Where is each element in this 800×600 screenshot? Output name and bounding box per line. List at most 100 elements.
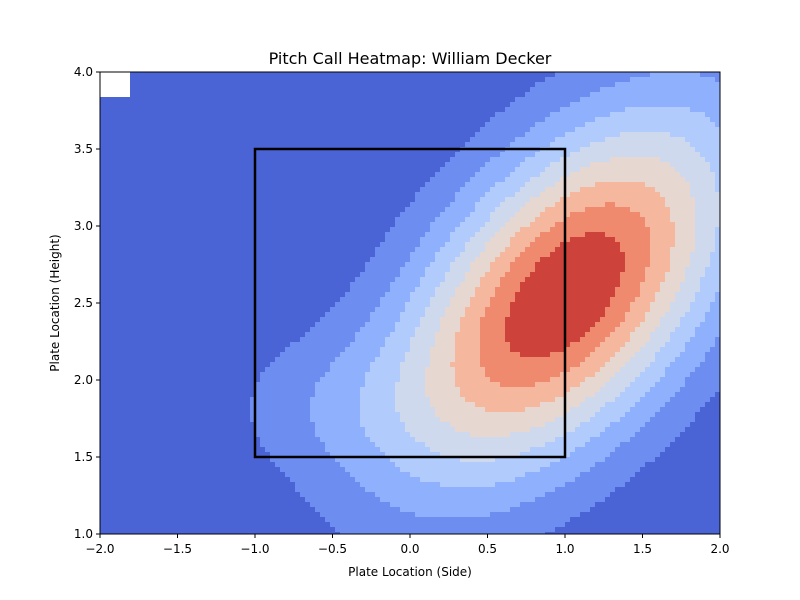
contour-cell bbox=[320, 162, 326, 168]
contour-cell bbox=[145, 337, 151, 343]
contour-cell bbox=[315, 232, 321, 238]
contour-cell bbox=[105, 452, 111, 458]
contour-cell bbox=[195, 82, 201, 88]
contour-cell bbox=[285, 162, 291, 168]
contour-cell bbox=[305, 187, 311, 193]
contour-cell bbox=[305, 162, 311, 168]
contour-cell bbox=[150, 387, 156, 393]
contour-cell bbox=[220, 397, 226, 403]
contour-cell bbox=[185, 77, 191, 83]
contour-cell bbox=[150, 132, 156, 138]
contour-cell bbox=[170, 92, 176, 98]
contour-cell bbox=[120, 422, 126, 428]
contour-cell bbox=[220, 112, 226, 118]
contour-cell bbox=[125, 267, 131, 273]
contour-cell bbox=[150, 207, 156, 213]
contour-cell bbox=[305, 502, 311, 508]
contour-cell bbox=[200, 377, 206, 383]
contour-cell bbox=[120, 377, 126, 383]
contour-cell bbox=[130, 82, 136, 88]
contour-cell bbox=[125, 367, 131, 373]
contour-cell bbox=[125, 207, 131, 213]
contour-cell bbox=[285, 122, 291, 128]
contour-cell bbox=[180, 307, 186, 313]
contour-cell bbox=[125, 422, 131, 428]
contour-cell bbox=[345, 232, 351, 238]
contour-cell bbox=[250, 412, 256, 418]
contour-cell bbox=[225, 457, 231, 463]
contour-cell bbox=[140, 217, 146, 223]
contour-cell bbox=[300, 92, 306, 98]
contour-cell bbox=[265, 482, 271, 488]
contour-cell bbox=[315, 452, 321, 458]
contour-cell bbox=[355, 197, 361, 203]
contour-cell bbox=[360, 392, 366, 398]
contour-cell bbox=[260, 322, 266, 328]
contour-cell bbox=[235, 227, 241, 233]
contour-cell bbox=[355, 397, 361, 403]
contour-cell bbox=[215, 502, 221, 508]
contour-cell bbox=[120, 392, 126, 398]
contour-cell bbox=[210, 482, 216, 488]
contour-cell bbox=[310, 112, 316, 118]
contour-cell bbox=[325, 437, 331, 443]
contour-cell bbox=[150, 332, 156, 338]
contour-cell bbox=[235, 197, 241, 203]
contour-cell bbox=[205, 252, 211, 258]
contour-cell bbox=[175, 182, 181, 188]
contour-cell bbox=[360, 212, 366, 218]
contour-cell bbox=[145, 187, 151, 193]
contour-cell bbox=[155, 492, 161, 498]
contour-cell bbox=[185, 452, 191, 458]
contour-cell bbox=[145, 447, 151, 453]
contour-cell bbox=[175, 197, 181, 203]
contour-cell bbox=[310, 257, 316, 263]
contour-cell bbox=[220, 467, 226, 473]
contour-cell bbox=[320, 417, 326, 423]
contour-cell bbox=[105, 227, 111, 233]
contour-cell bbox=[185, 187, 191, 193]
contour-cell bbox=[280, 252, 286, 258]
contour-cell bbox=[110, 232, 116, 238]
contour-cell bbox=[295, 257, 301, 263]
contour-cell bbox=[150, 252, 156, 258]
contour-cell bbox=[180, 167, 186, 173]
contour-cell bbox=[275, 432, 281, 438]
contour-cell bbox=[210, 152, 216, 158]
contour-cell bbox=[125, 282, 131, 288]
contour-cell bbox=[235, 112, 241, 118]
contour-cell bbox=[115, 437, 121, 443]
contour-cell bbox=[105, 432, 111, 438]
contour-cell bbox=[270, 177, 276, 183]
contour-cell bbox=[205, 117, 211, 123]
contour-cell bbox=[135, 462, 141, 468]
contour-cell bbox=[250, 317, 256, 323]
contour-cell bbox=[295, 452, 301, 458]
contour-cell bbox=[120, 387, 126, 393]
contour-cell bbox=[105, 477, 111, 483]
contour-cell bbox=[230, 382, 236, 388]
contour-cell bbox=[125, 492, 131, 498]
contour-cell bbox=[180, 202, 186, 208]
contour-cell bbox=[260, 367, 266, 373]
contour-cell bbox=[290, 222, 296, 228]
contour-cell bbox=[320, 512, 326, 518]
contour-cell bbox=[270, 467, 276, 473]
contour-cell bbox=[230, 112, 236, 118]
contour-cell bbox=[290, 307, 296, 313]
contour-cell bbox=[245, 462, 251, 468]
contour-cell bbox=[190, 437, 196, 443]
contour-cell bbox=[250, 242, 256, 248]
contour-cell bbox=[235, 297, 241, 303]
contour-cell bbox=[335, 132, 341, 138]
contour-cell bbox=[115, 422, 121, 428]
contour-cell bbox=[250, 187, 256, 193]
contour-cell bbox=[270, 497, 276, 503]
contour-cell bbox=[185, 192, 191, 198]
contour-cell bbox=[340, 382, 346, 388]
contour-cell bbox=[360, 387, 366, 393]
contour-cell bbox=[305, 142, 311, 148]
contour-cell bbox=[365, 127, 371, 133]
contour-cell bbox=[255, 412, 261, 418]
contour-cell bbox=[145, 197, 151, 203]
